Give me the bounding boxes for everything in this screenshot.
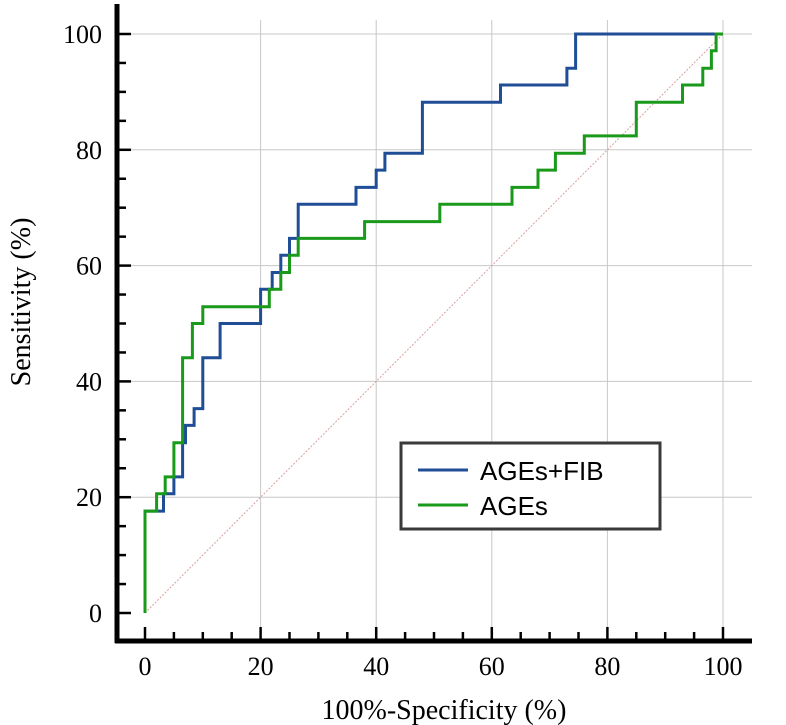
y-tick-label: 40 xyxy=(76,367,102,396)
y-tick-label: 60 xyxy=(76,252,102,281)
x-tick-label: 100 xyxy=(704,652,743,681)
x-tick-labels: 0 20 40 60 80 100 xyxy=(139,652,743,681)
x-tick-label: 80 xyxy=(594,652,620,681)
y-tick-label: 80 xyxy=(76,136,102,165)
y-axis-title: Sensitivity (%) xyxy=(6,218,37,387)
x-tick-label: 20 xyxy=(248,652,274,681)
legend: AGEs+FIB AGEs xyxy=(399,441,662,531)
x-axis-title: 100%-Specificity (%) xyxy=(322,695,567,725)
legend-label-ages-fib: AGEs+FIB xyxy=(480,456,604,486)
y-tick-label: 20 xyxy=(76,483,102,512)
axes xyxy=(114,4,752,644)
series-layer xyxy=(143,32,723,613)
grid xyxy=(117,20,752,641)
x-tick-label: 0 xyxy=(139,652,152,681)
legend-label-ages: AGEs xyxy=(480,491,548,521)
legend-box xyxy=(399,441,662,531)
y-tick-label: 0 xyxy=(89,599,102,628)
x-tick-label: 60 xyxy=(479,652,505,681)
series-line-ages xyxy=(143,32,723,613)
x-tick-label: 40 xyxy=(363,652,389,681)
y-tick-label: 100 xyxy=(63,20,102,49)
y-tick-labels: 0 20 40 60 80 100 xyxy=(63,20,102,628)
